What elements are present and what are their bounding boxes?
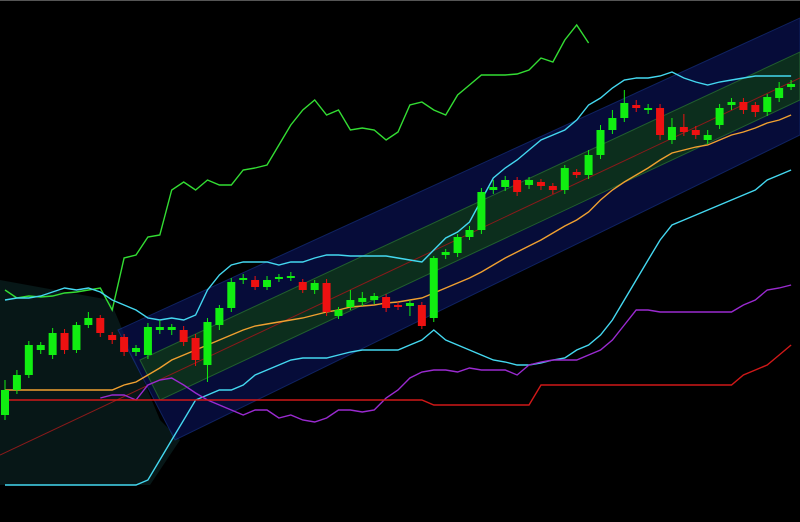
candle-body xyxy=(405,303,414,306)
candle-body xyxy=(179,330,188,342)
candle-body xyxy=(644,108,653,110)
candle-body xyxy=(36,345,45,350)
indicator-line xyxy=(4,23,590,312)
candle-body xyxy=(382,297,391,308)
candle-body xyxy=(108,335,117,340)
candle-body xyxy=(679,127,688,132)
indicator-line xyxy=(4,71,792,321)
candle-body xyxy=(763,97,772,112)
candle-body xyxy=(72,325,81,350)
candle-body xyxy=(501,180,510,187)
candle-body xyxy=(489,187,498,190)
candle-body xyxy=(132,348,141,352)
candle-body xyxy=(715,108,724,125)
candle-body xyxy=(632,105,641,108)
candle-body xyxy=(417,305,426,326)
candle-body xyxy=(584,155,593,175)
candle-body xyxy=(215,308,224,325)
candle-body xyxy=(334,310,343,316)
candle-body xyxy=(155,327,164,330)
candle-body xyxy=(48,333,57,355)
candle-body xyxy=(346,300,355,307)
plot xyxy=(1,23,796,486)
indicator-line xyxy=(5,344,792,406)
candle-body xyxy=(465,230,474,237)
candle-body xyxy=(441,252,450,255)
candle-body xyxy=(24,345,33,375)
candle-body xyxy=(394,305,403,307)
candle-body xyxy=(620,103,629,118)
candle-body xyxy=(96,318,105,333)
candle-body xyxy=(656,108,665,135)
candle-body xyxy=(429,258,438,318)
candle-body xyxy=(322,283,331,312)
candle-body xyxy=(298,282,307,290)
candle-body xyxy=(548,186,557,190)
candle-body xyxy=(572,172,581,175)
candle-body xyxy=(274,277,283,279)
candle-body xyxy=(143,327,152,355)
candle-body xyxy=(453,237,462,253)
candle-body xyxy=(536,182,545,186)
candle-body xyxy=(286,276,295,278)
candle-body xyxy=(477,192,486,230)
regression-line xyxy=(0,77,800,456)
candle-body xyxy=(358,298,367,302)
candle-body xyxy=(60,333,69,350)
candle-body xyxy=(727,102,736,105)
candle-body xyxy=(12,375,21,390)
candle-body xyxy=(251,280,260,287)
candle-body xyxy=(560,168,569,190)
candle-body xyxy=(775,88,784,98)
candle-body xyxy=(191,338,200,360)
candle-body xyxy=(84,318,93,325)
candle-body xyxy=(667,127,676,140)
candle-body xyxy=(787,84,796,87)
candle-body xyxy=(608,118,617,130)
indicator-line xyxy=(5,169,792,486)
indicator-line xyxy=(100,284,792,423)
candle-body xyxy=(596,130,605,155)
candle-body xyxy=(703,135,712,140)
candle-body xyxy=(513,180,522,192)
candle-body xyxy=(120,337,129,352)
candle-body xyxy=(739,102,748,110)
candle-body xyxy=(239,278,248,280)
candle-body xyxy=(203,322,212,365)
candle-body xyxy=(691,130,700,135)
inner-channel xyxy=(139,51,800,401)
candle-body xyxy=(310,283,319,290)
candle-body xyxy=(263,280,272,287)
candle-body xyxy=(227,282,236,308)
candle-body xyxy=(167,327,176,330)
candle-body xyxy=(525,180,534,185)
candle-body xyxy=(751,105,760,112)
candle-body xyxy=(1,390,9,415)
candle-body xyxy=(370,296,379,300)
